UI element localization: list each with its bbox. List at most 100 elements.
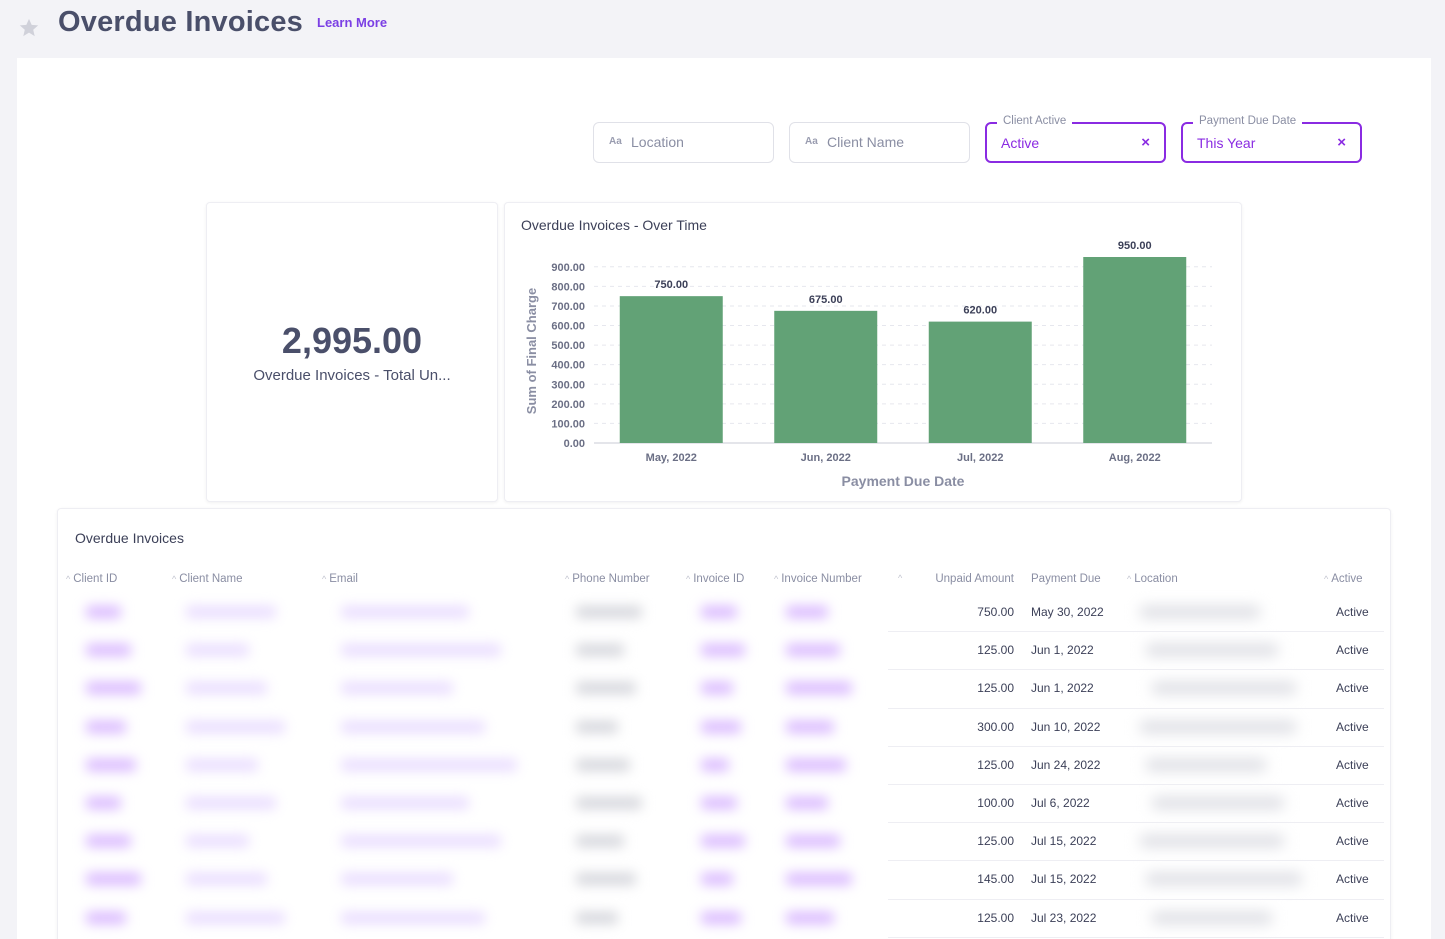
column-header-invoice-id[interactable]: ^ Invoice ID [686,573,744,585]
redacted-cell [341,720,485,733]
kpi-card[interactable]: 2,995.00 Overdue Invoices - Total Un... [206,202,498,502]
redacted-cell [786,606,828,618]
y-tick-label: 500.00 [551,340,585,352]
active-cell: Active [1336,681,1369,696]
text-type-icon: Aa [609,136,622,147]
sort-icon: ^ [774,574,779,584]
redacted-cell [786,682,852,695]
redacted-cell [576,911,618,924]
bar [928,321,1032,443]
redacted-cell [701,758,729,771]
row-divider [888,784,1384,785]
column-header-label: Invoice ID [693,573,745,585]
data-label: 750.00 [654,279,688,291]
column-header-unpaid-amount[interactable]: ^ Unpaid Amount [898,573,1014,585]
active-cell: Active [1336,643,1369,658]
redacted-cell [186,644,249,657]
redacted-cell [186,720,285,733]
unpaid-amount-cell: 750.00 [977,605,1014,619]
redacted-cell [576,644,624,657]
active-cell: Active [1336,796,1369,810]
redacted-cell [701,911,741,924]
client-active-filter-label: Client Active [997,115,1073,127]
redacted-cell [186,606,276,618]
column-header-payment-due[interactable]: Payment Due [1031,573,1101,585]
redacted-cell [341,797,469,809]
bar [1083,257,1187,443]
row-divider [888,745,1384,747]
redacted-cell [341,835,501,848]
dashboard-panel: Aa Location Aa Client Name Client Active… [17,58,1431,939]
invoices-table: Overdue Invoices ^ Client ID ^ Client Name… [57,508,1391,939]
unpaid-amount-cell: 125.00 [977,643,1014,658]
bar [774,310,878,443]
payment-due-cell: May 30, 2022 [1031,605,1104,619]
sort-icon: ^ [322,574,327,584]
payment-due-cell: Jul 6, 2022 [1031,796,1090,810]
redacted-cell [576,720,618,733]
redacted-cell [86,758,136,771]
redacted-cell [701,720,741,733]
redacted-cell [1152,911,1272,924]
data-label: 620.00 [963,305,997,317]
unpaid-amount-cell: 125.00 [977,681,1014,696]
column-header-client-name[interactable]: ^ Client Name [172,573,243,585]
y-tick-label: 200.00 [551,399,585,411]
clear-filter-icon[interactable]: × [1141,134,1150,151]
redacted-cell [86,720,126,733]
client-name-filter-placeholder: Client Name [827,134,905,150]
column-header-email[interactable]: ^ Email [322,573,358,585]
column-header-label: Unpaid Amount [935,573,1014,585]
redacted-cell [86,873,141,886]
redacted-cell [576,606,642,618]
redacted-cell [786,911,834,924]
client-active-filter[interactable]: Client Active Active × [985,115,1166,163]
x-tick-label: Aug, 2022 [1109,452,1161,464]
y-tick-label: 800.00 [551,281,585,293]
column-header-location[interactable]: ^ Location [1127,573,1178,585]
learn-more-link[interactable]: Learn More [317,15,388,30]
column-header-client-id[interactable]: ^ Client ID [66,573,117,585]
location-filter[interactable]: Aa Location [593,122,774,163]
redacted-cell [86,797,121,809]
redacted-cell [576,797,642,809]
bar [619,296,723,443]
sort-icon: ^ [172,574,177,584]
sort-icon: ^ [1324,574,1329,584]
row-divider [888,631,1384,633]
redacted-cell [576,835,624,848]
favorite-star-icon[interactable] [18,17,40,39]
x-tick-label: May, 2022 [646,452,697,464]
client-name-filter[interactable]: Aa Client Name [789,122,970,163]
kpi-value: 2,995.00 [281,320,423,361]
column-header-invoice-number[interactable]: ^ Invoice Number [774,573,862,585]
redacted-cell [341,682,453,695]
location-filter-placeholder: Location [631,134,684,150]
data-label: 675.00 [809,294,843,306]
payment-due-cell: Jun 24, 2022 [1031,757,1101,772]
redacted-cell [701,797,737,809]
payment-due-date-filter-value: This Year [1197,135,1256,151]
redacted-cell [341,606,469,618]
chart-card[interactable]: Overdue Invoices - Over Time 0.00 100.00 2… [504,202,1242,502]
redacted-cell [576,758,630,771]
unpaid-amount-cell: 100.00 [977,796,1014,810]
unpaid-amount-cell: 125.00 [977,757,1014,772]
redacted-cell [786,835,840,848]
unpaid-amount-cell: 125.00 [977,834,1014,849]
column-header-active[interactable]: ^ Active [1324,573,1363,585]
column-header-label: Client ID [73,573,118,585]
unpaid-amount-cell: 125.00 [977,910,1014,925]
redacted-cell [186,911,285,924]
kpi-label: Overdue Invoices - Total Un... [253,367,451,384]
redacted-cell [186,758,258,771]
row-divider [888,898,1384,900]
x-tick-label: Jul, 2022 [957,452,1003,464]
redacted-cell [186,797,276,809]
clear-filter-icon[interactable]: × [1337,134,1346,151]
column-header-phone-number[interactable]: ^ Phone Number [565,573,650,585]
redacted-cell [341,758,517,771]
payment-due-date-filter[interactable]: Payment Due Date This Year × [1181,115,1362,163]
redacted-cell [186,835,249,848]
chart-title: Overdue Invoices - Over Time [521,217,707,233]
